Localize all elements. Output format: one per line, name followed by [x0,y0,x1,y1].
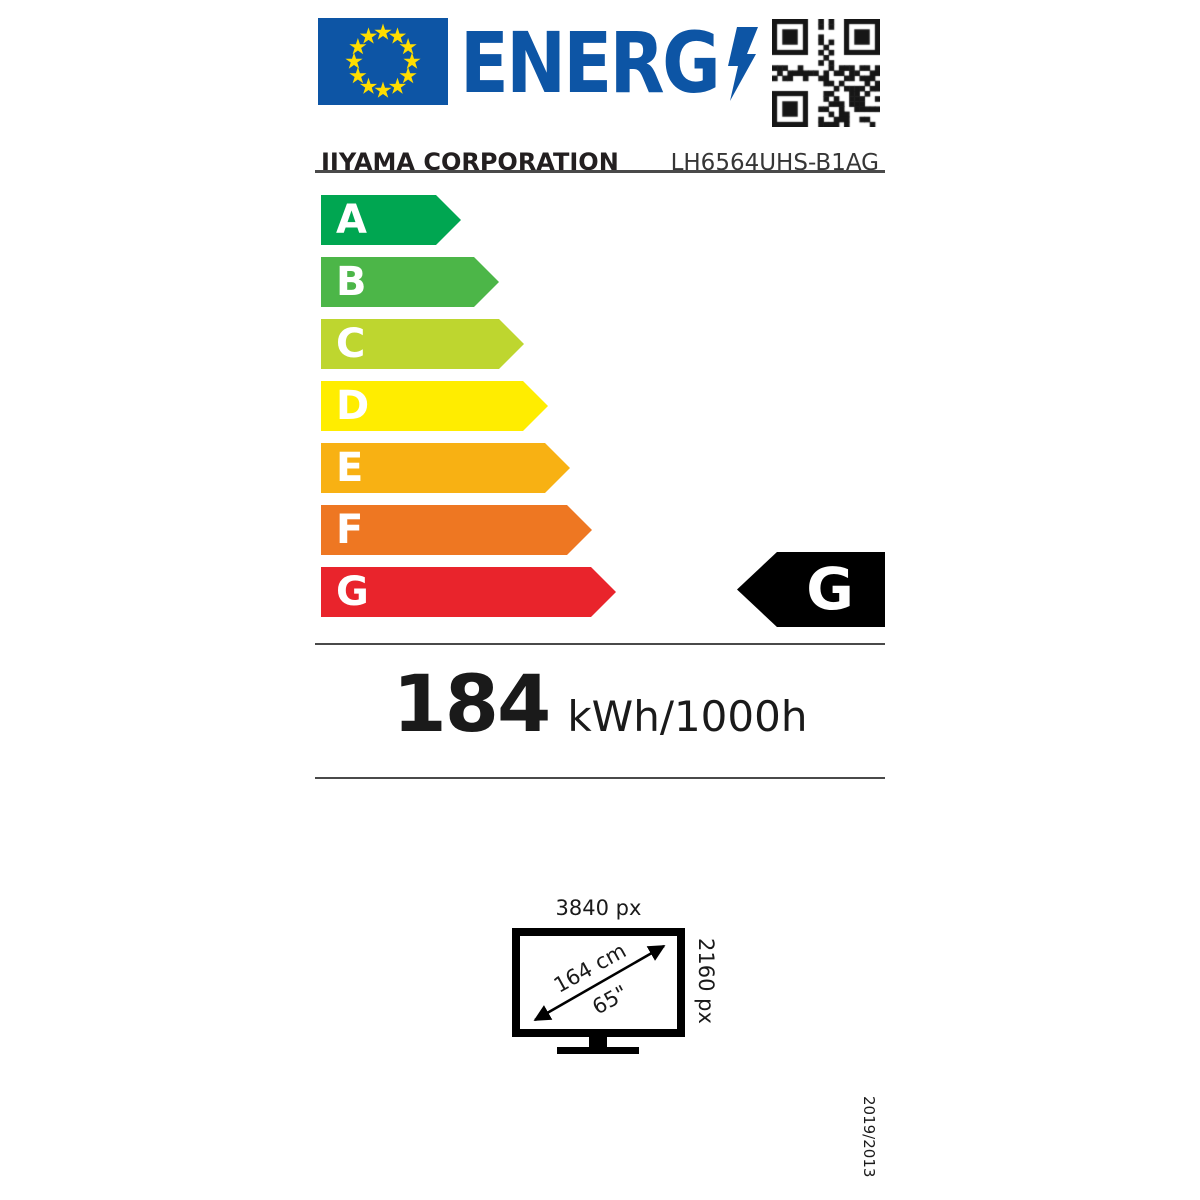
eu-flag-icon [318,18,448,105]
horizontal-resolution-label: 3840 px [555,896,642,920]
header-divider [315,170,885,173]
diagonal-arrow [533,944,666,1022]
scale-row: A [321,195,461,245]
scale-arrow-g: G [321,567,616,617]
scale-arrow-e: E [321,443,570,493]
scale-row: D [321,381,548,431]
scale-letter: F [336,507,364,553]
scale-arrow-f: F [321,505,592,555]
consumption-row: 184 kWh/1000h [315,665,885,745]
energy-logo-text: ENERG [460,14,721,112]
scale-letter: E [336,445,364,491]
scale-arrow-c: C [321,319,524,369]
consumption-unit: kWh/1000h [567,692,808,741]
regulation-reference: 2019/2013 [860,1096,878,1178]
scale-arrow-d: D [321,381,548,431]
scale-row: B [321,257,499,307]
qr-code-icon [772,19,880,127]
eu-energy-label: ENERG IIYAMA CORPORATION LH6564UHS-B1AG … [315,10,885,1195]
lightning-bolt-icon [728,27,758,101]
scale-row: C [321,319,524,369]
scale-row: F [321,505,592,555]
scale-row: E [321,443,570,493]
rating-letter: G [806,555,854,623]
monitor-icon [512,928,685,1054]
scale-arrow-a: A [321,195,461,245]
scale-letter: G [336,569,369,615]
scale-letter: D [336,383,370,429]
scale-divider [315,643,885,645]
consumption-divider [315,777,885,779]
scale-letter: B [336,259,367,305]
scale-letter: A [336,197,367,243]
vertical-resolution-label: 2160 px [694,938,718,1024]
rating-arrow: G [737,552,885,627]
consumption-value: 184 [392,660,552,750]
scale-arrow-b: B [321,257,499,307]
scale-letter: C [336,321,366,367]
scale-row: G [321,567,616,617]
